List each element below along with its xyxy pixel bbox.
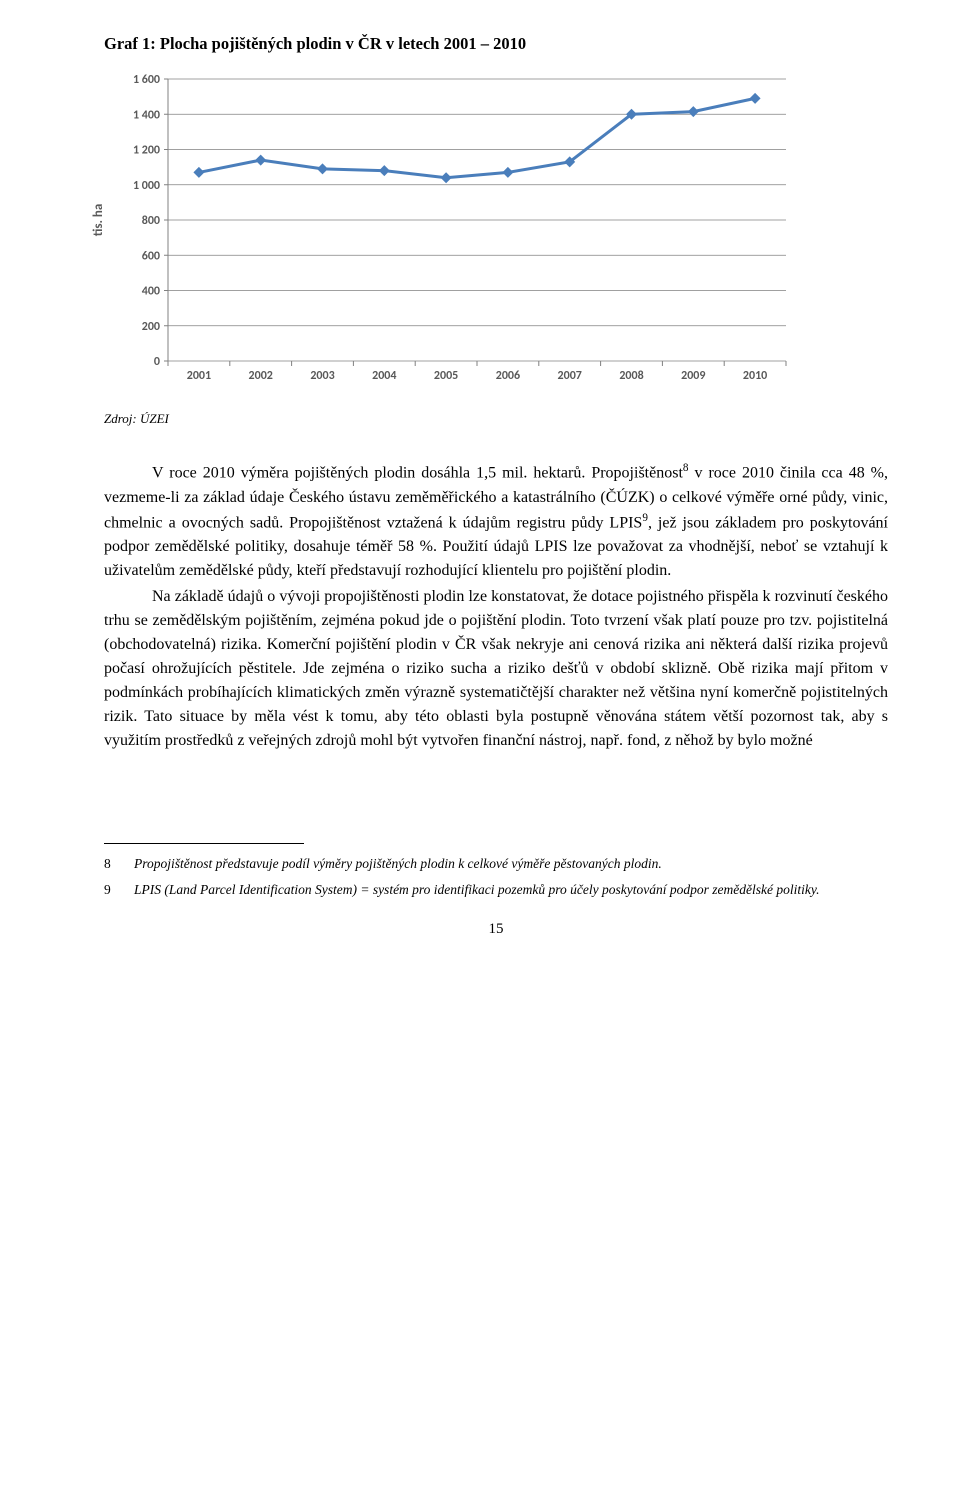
svg-text:2010: 2010 — [743, 369, 767, 383]
svg-text:2008: 2008 — [619, 369, 643, 383]
svg-text:800: 800 — [142, 214, 160, 228]
svg-text:1 200: 1 200 — [133, 143, 160, 157]
footnote-8: 8 Propojištěnost představuje podíl výměr… — [104, 854, 888, 874]
footnote-9: 9 LPIS (Land Parcel Identification Syste… — [104, 880, 888, 900]
svg-text:1 600: 1 600 — [133, 73, 160, 87]
para1-text-a: V roce 2010 výměra pojištěných plodin do… — [152, 465, 683, 482]
chart-container: 0 200 400 600 800 1 000 1 200 1 400 1 600 2001 200… — [80, 65, 888, 403]
footnote-8-text: Propojištěnost představuje podíl výměry … — [134, 854, 662, 874]
svg-text:2009: 2009 — [681, 369, 705, 383]
svg-text:2007: 2007 — [558, 369, 582, 383]
footnote-8-number: 8 — [104, 854, 118, 874]
svg-text:2005: 2005 — [434, 369, 458, 383]
svg-text:600: 600 — [142, 249, 160, 263]
svg-text:200: 200 — [142, 320, 160, 334]
svg-text:1 000: 1 000 — [133, 179, 160, 193]
paragraph-1: V roce 2010 výměra pojištěných plodin do… — [104, 460, 888, 583]
chart-source: Zdroj: ÚZEI — [104, 409, 888, 429]
svg-text:2001: 2001 — [187, 369, 211, 383]
footnotes: 8 Propojištěnost představuje podíl výměr… — [104, 854, 888, 901]
svg-text:tis. ha: tis. ha — [91, 203, 106, 236]
footnote-9-number: 9 — [104, 880, 118, 900]
svg-text:0: 0 — [154, 355, 160, 369]
footnote-separator — [104, 843, 304, 844]
svg-text:400: 400 — [142, 284, 160, 298]
paragraph-2: Na základě údajů o vývoji propojištěnost… — [104, 585, 888, 753]
svg-text:2004: 2004 — [372, 369, 396, 383]
svg-text:2003: 2003 — [310, 369, 334, 383]
svg-text:2002: 2002 — [249, 369, 273, 383]
chart-title: Graf 1: Plocha pojištěných plodin v ČR v… — [104, 32, 888, 57]
line-chart: 0 200 400 600 800 1 000 1 200 1 400 1 600 2001 200… — [80, 65, 800, 395]
svg-text:1 400: 1 400 — [133, 108, 160, 122]
page-number: 15 — [104, 918, 888, 941]
svg-text:2006: 2006 — [496, 369, 520, 383]
footnote-9-text: LPIS (Land Parcel Identification System)… — [134, 880, 819, 900]
